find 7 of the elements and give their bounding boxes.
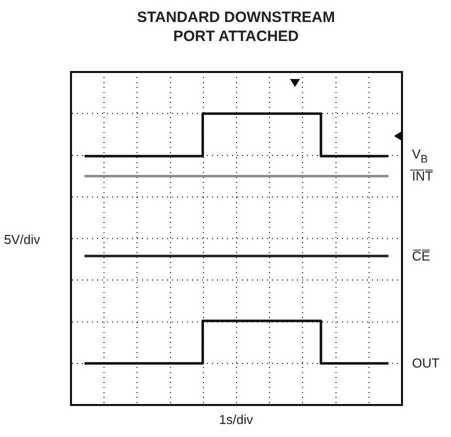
chart-title: STANDARD DOWNSTREAM PORT ATTACHED <box>136 8 336 46</box>
series-label: OUT <box>412 356 440 371</box>
series-label: I̅N̅T̅ <box>412 168 433 184</box>
series-label: V$_{B}$ <box>412 146 428 166</box>
y-axis-title: 5V/div <box>4 232 40 247</box>
series-label: C̅E̅ <box>412 248 430 264</box>
x-axis-title: 1s/div <box>218 412 254 427</box>
